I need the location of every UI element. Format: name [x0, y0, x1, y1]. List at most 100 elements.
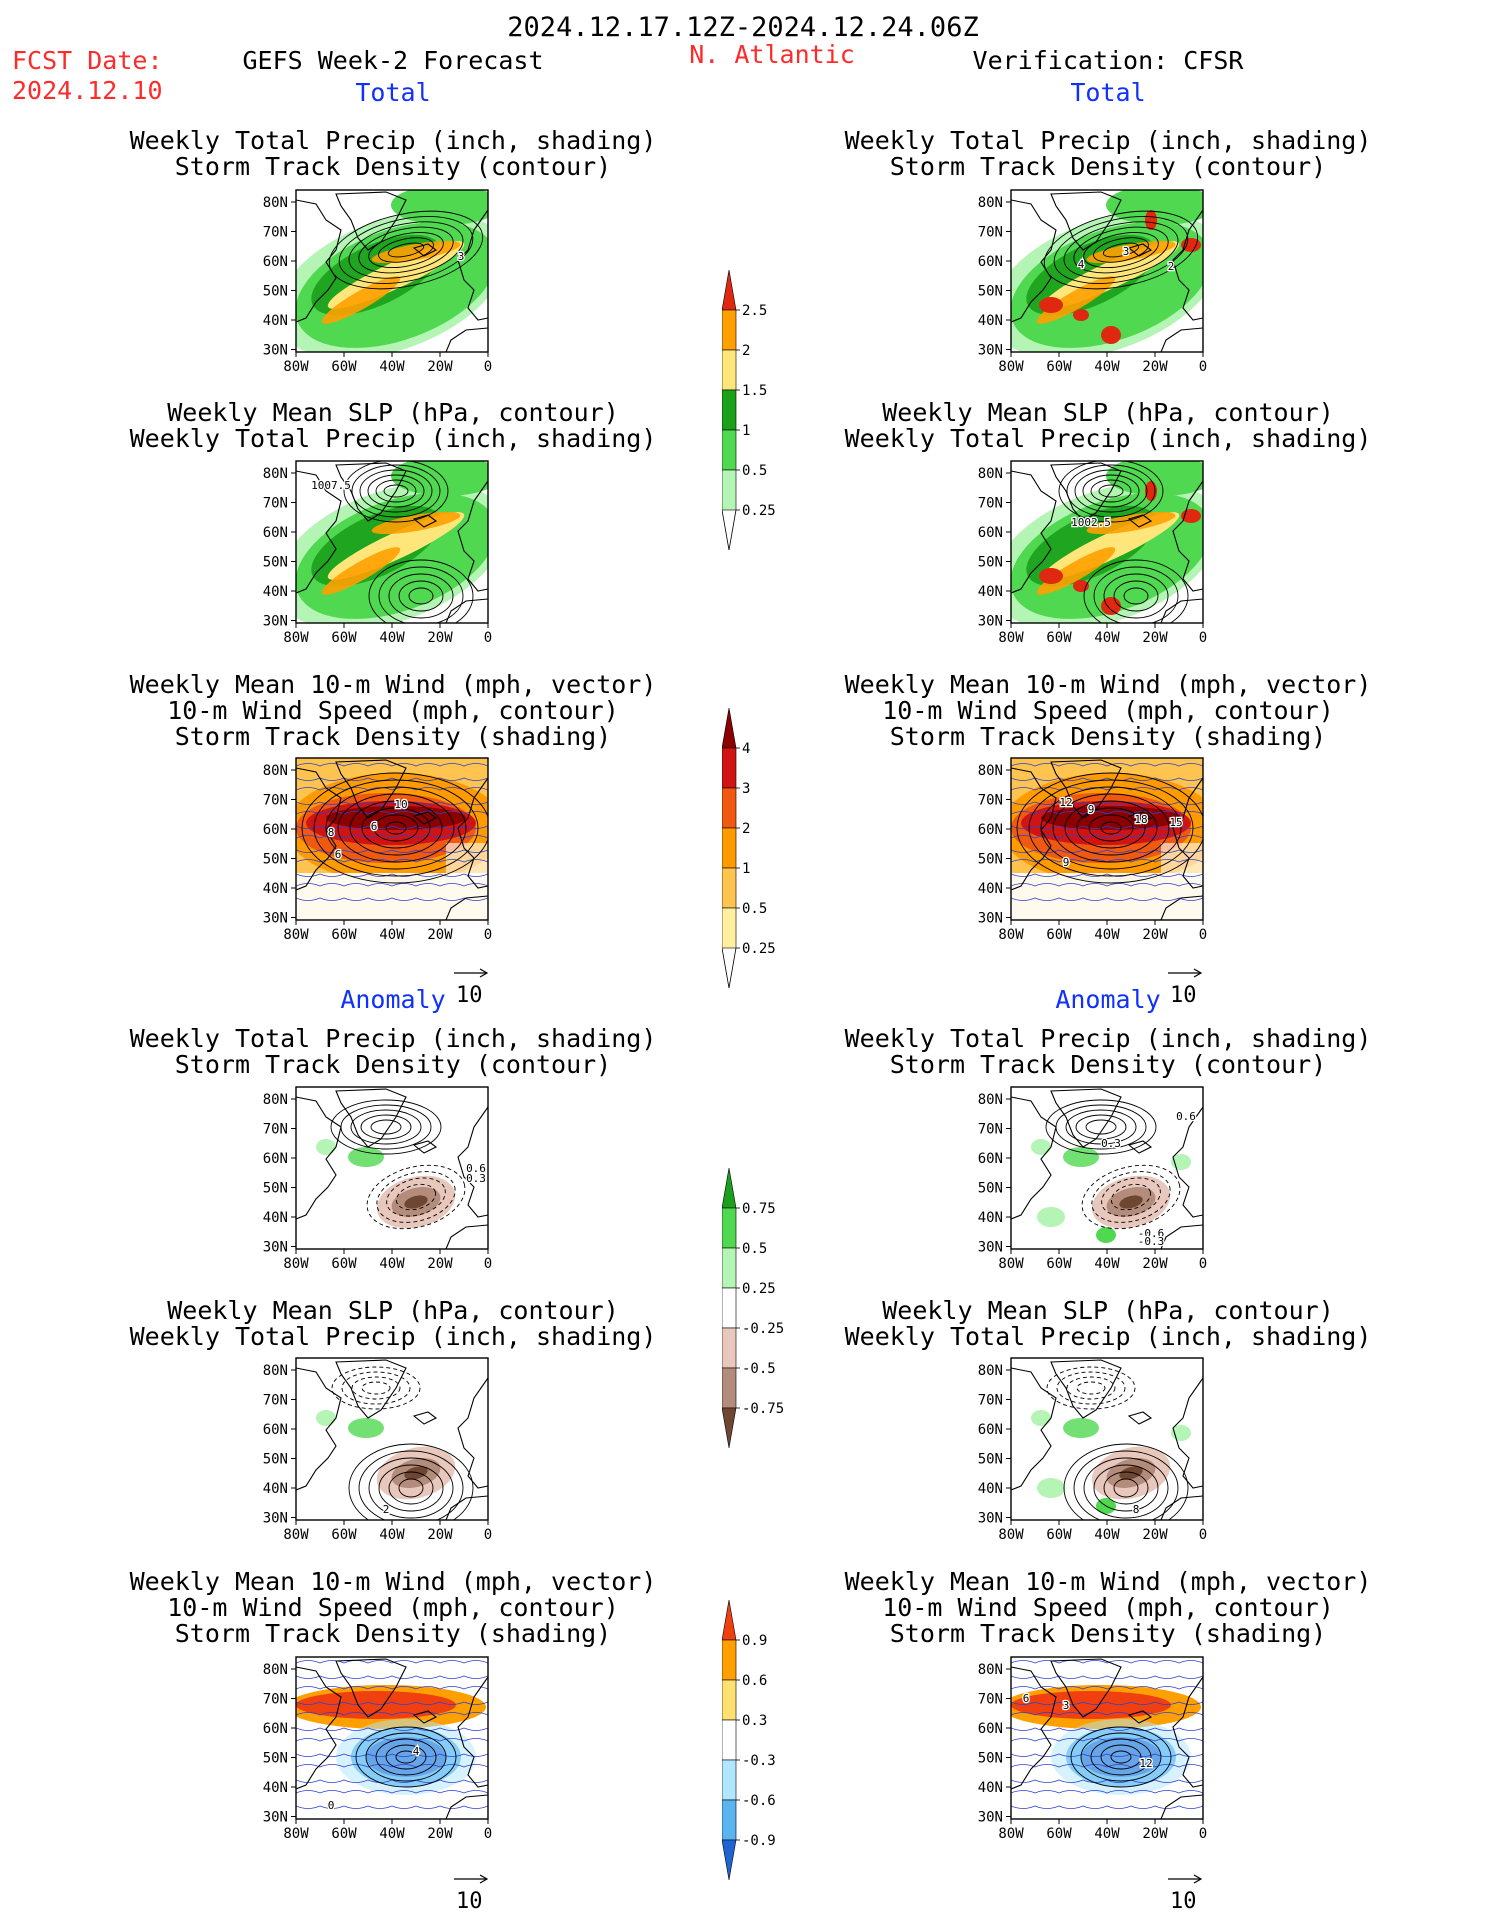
contour-label: 6 [1023, 1692, 1030, 1705]
lat-tick-label: 80N [978, 1662, 1003, 1678]
contour-label: 4 [1078, 258, 1085, 271]
lon-tick-label: 80W [283, 1527, 309, 1543]
lon-tick-label: 80W [998, 359, 1024, 375]
lat-tick-label: 60N [978, 1721, 1003, 1737]
colorbar-label: 1 [742, 423, 750, 439]
contour-label: 9 [1063, 856, 1070, 869]
panel-title-verification-3-line3: Storm Track Density (shading) [889, 722, 1327, 751]
contour-label: 0.3 [466, 1172, 486, 1185]
contour-label: 18 [1134, 813, 1147, 826]
lat-tick-label: 40N [263, 1780, 288, 1796]
lon-tick-label: 60W [331, 1826, 357, 1842]
lon-tick-label: 80W [283, 927, 309, 943]
lon-tick-label: 0 [1199, 927, 1207, 943]
lon-tick-label: 40W [1094, 1256, 1120, 1272]
lat-tick-label: 60N [978, 254, 1003, 270]
colorbar-label: 2.5 [742, 303, 767, 319]
arrow-right-icon [454, 1874, 489, 1884]
contour-label: 1002.5 [1071, 516, 1111, 529]
lat-tick-label: 60N [263, 1721, 288, 1737]
lat-tick-label: 40N [978, 1780, 1003, 1796]
panel-title-forecast-4-line1: Weekly Total Precip (inch, shading) [129, 1024, 657, 1053]
lat-tick-label: 60N [263, 1151, 288, 1167]
reference-vector-label: 10 [456, 983, 483, 1008]
lon-tick-label: 80W [998, 1527, 1024, 1543]
colorbar-label: 0.25 [742, 503, 776, 519]
lon-tick-label: 40W [379, 1256, 405, 1272]
map-panel-fc-total-wind: 10 8 6 6 80N 70N 60N 50N 40N 30N 80W 60W 40W 20W 0 [263, 757, 492, 943]
lon-tick-label: 60W [331, 630, 357, 646]
lat-tick-label: 30N [263, 911, 288, 927]
lon-tick-label: 80W [998, 1826, 1024, 1842]
colorbar-label: -0.9 [742, 1833, 776, 1849]
lat-tick-label: 50N [263, 1751, 288, 1767]
lon-tick-label: 40W [1094, 1826, 1120, 1842]
lon-tick-label: 20W [1142, 927, 1168, 943]
lat-tick-label: 70N [978, 496, 1003, 512]
panel-title-verification-5-line2: Weekly Total Precip (inch, shading) [844, 1322, 1372, 1351]
lon-tick-label: 20W [427, 1527, 453, 1543]
map-panel-ob-total-wind: 12 9 18 15 9 80N 70N 60N 50N 40N 30N 80W 60W 40W 20W 0 [978, 757, 1207, 943]
lon-tick-label: 60W [331, 359, 357, 375]
lon-tick-label: 40W [1094, 1527, 1120, 1543]
map-panel-ob-anom-track: 0.6 0.3 -0.6 -0.3 80N 70N 60N 50N 40N 30N 80W 60W 40… [978, 1086, 1207, 1272]
lat-tick-label: 80N [263, 1363, 288, 1379]
lat-tick-label: 80N [978, 466, 1003, 482]
map-panel-fc-anom-wind: 4 0 80N 70N 60N 50N 40N 30N 80W 60W 40W 20W 0 [263, 1656, 492, 1842]
lon-tick-label: 0 [484, 1256, 492, 1272]
panel-title-verification-4-line2: Storm Track Density (contour) [889, 1050, 1327, 1079]
lat-tick-label: 70N [978, 1393, 1003, 1409]
arrow-right-icon [1168, 968, 1203, 978]
lon-tick-label: 0 [484, 1527, 492, 1543]
colorbar-label: 3 [742, 781, 750, 797]
map-panel-fc-total-slp: 1007.5 80N 70N 60N 50N 40N 30N 80W 60W 40W 20W 0 [263, 460, 492, 646]
lon-tick-label: 80W [998, 1256, 1024, 1272]
map-panel-ob-total-track: 4 3 2 80N 70N 60N 50N 40N 30N 80W 60W 40W 20W 0 [978, 189, 1207, 375]
colorbar-label: 4 [742, 741, 750, 757]
contour-label: 8 [1133, 1503, 1140, 1516]
lat-tick-label: 60N [978, 1422, 1003, 1438]
lon-tick-label: 20W [1142, 359, 1168, 375]
lat-tick-label: 30N [978, 1240, 1003, 1256]
lat-tick-label: 30N [263, 343, 288, 359]
contour-label: 12 [1059, 796, 1072, 809]
contour-label: 2 [383, 1503, 390, 1516]
lon-tick-label: 20W [427, 1826, 453, 1842]
panel-title-forecast-5-line1: Weekly Mean SLP (hPa, contour) [167, 1296, 619, 1325]
lat-tick-label: 50N [263, 1181, 288, 1197]
lat-tick-label: 40N [978, 313, 1003, 329]
lon-tick-label: 40W [379, 1826, 405, 1842]
map-panel-fc-total-track: 3 80N 70N 60N 50N 40N 30N 80W 60W 40W 20W 0 [263, 189, 492, 375]
lat-tick-label: 40N [263, 1481, 288, 1497]
panel-title-verification-2-line2: Weekly Total Precip (inch, shading) [844, 424, 1372, 453]
lon-tick-label: 60W [1046, 1527, 1072, 1543]
lat-tick-label: 30N [978, 1511, 1003, 1527]
region-title: N. Atlantic [689, 40, 855, 69]
map-panel-ob-total-slp: 1002.5 80N 70N 60N 50N 40N 30N 80W 60W 40W 20W 0 [978, 460, 1207, 646]
panel-title-forecast-1-line2: Storm Track Density (contour) [174, 152, 612, 181]
section-anomaly-forecast: Anomaly [340, 985, 446, 1014]
lat-tick-label: 70N [978, 793, 1003, 809]
colorbar-label: -0.3 [742, 1753, 776, 1769]
colorbar-label: 0.75 [742, 1201, 776, 1217]
lat-tick-label: 30N [263, 1511, 288, 1527]
lat-tick-label: 60N [978, 1151, 1003, 1167]
lat-tick-label: 80N [263, 195, 288, 211]
lat-tick-label: 70N [978, 1692, 1003, 1708]
lon-tick-label: 20W [427, 359, 453, 375]
fcst-date-label: FCST Date: [12, 46, 163, 75]
lat-tick-label: 70N [263, 496, 288, 512]
lat-tick-label: 40N [263, 313, 288, 329]
map-panel-fc-anom-track: 0.6 0.3 80N 70N 60N 50N 40N 30N 80W 60W 40W 20W 0 [263, 1086, 492, 1272]
lon-tick-label: 20W [1142, 1256, 1168, 1272]
colorbar-label: 1.5 [742, 383, 767, 399]
map-panel-ob-anom-wind: 6 3 12 80N 70N 60N 50N 40N 30N 80W 60W 40W 20W 0 [978, 1656, 1207, 1842]
colorbar-label: 2 [742, 821, 750, 837]
colorbar-label: -0.75 [742, 1401, 784, 1417]
lat-tick-label: 40N [978, 1210, 1003, 1226]
lon-tick-label: 0 [484, 1826, 492, 1842]
